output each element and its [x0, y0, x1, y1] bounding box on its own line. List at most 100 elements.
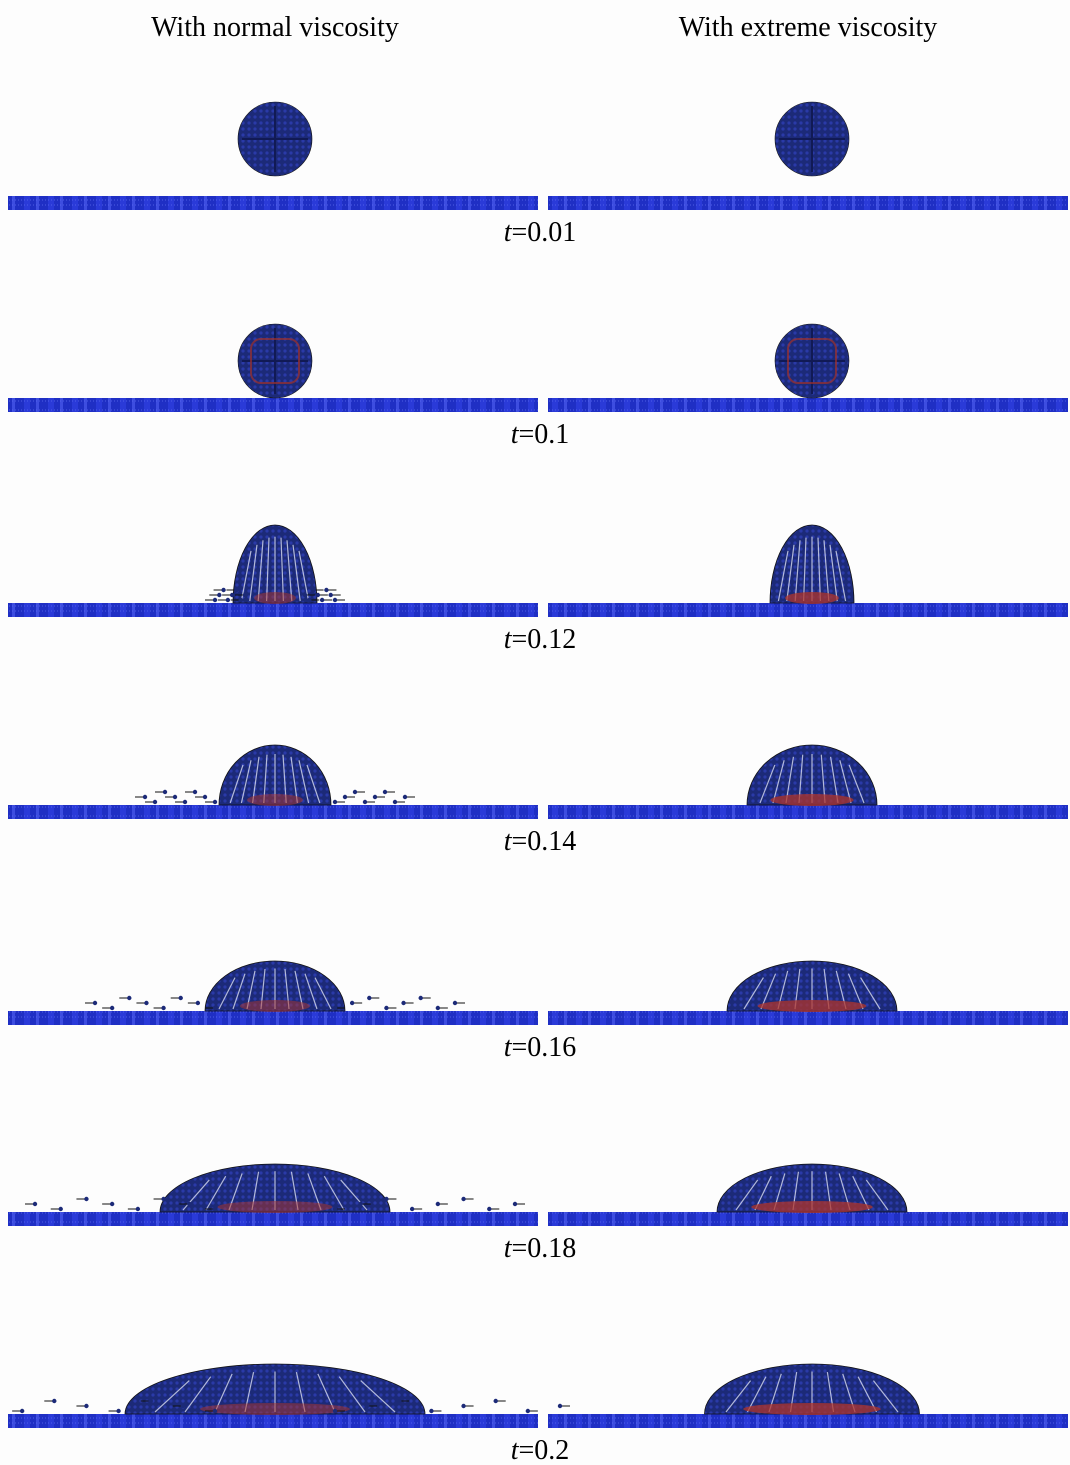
splash-particle [333, 1006, 337, 1010]
time-value: =0.01 [511, 217, 576, 248]
splash-particle [213, 1409, 217, 1413]
figure: With normal viscosity With extreme visco… [0, 0, 1070, 1465]
splash-particle [20, 1409, 24, 1413]
splash-particle [393, 800, 397, 804]
splash-particle [213, 598, 217, 602]
splash-particle [213, 1006, 217, 1010]
splash-particle [161, 1197, 165, 1201]
splash-particle [144, 1001, 148, 1005]
splash-particle [217, 593, 221, 597]
splash-particle [163, 790, 167, 794]
splash-particle [243, 593, 247, 597]
time-label: t=0.1 [511, 419, 570, 450]
splash-particle [373, 795, 377, 799]
splash-particle [363, 800, 367, 804]
time-value: =0.2 [518, 1435, 569, 1465]
ground [8, 196, 538, 210]
ground [8, 1011, 538, 1025]
splash-particle [419, 996, 423, 1000]
splash-particle [33, 1202, 37, 1206]
splash-particle [320, 598, 324, 602]
splash-particle [453, 1001, 457, 1005]
splash-particle [143, 795, 147, 799]
splash-particle [239, 598, 243, 602]
splash-particle [181, 1404, 185, 1408]
ground [8, 805, 538, 819]
stress-region [751, 1201, 873, 1213]
splash-particle [116, 1409, 120, 1413]
ground [8, 1212, 538, 1226]
time-value: =0.18 [511, 1233, 576, 1264]
splash-particle [365, 1404, 369, 1408]
time-label: t=0.2 [511, 1435, 570, 1465]
time-label: t=0.18 [504, 1233, 577, 1264]
time-value: =0.14 [511, 826, 576, 857]
splash-particle [161, 1006, 165, 1010]
splash-particle [221, 588, 225, 592]
ground [548, 1414, 1068, 1428]
splash-particle [196, 1001, 200, 1005]
splash-particle [401, 1001, 405, 1005]
splash-particle [307, 598, 311, 602]
time-value: =0.1 [518, 419, 569, 450]
splash-particle [333, 1409, 337, 1413]
stress-region [240, 1000, 310, 1012]
splash-particle [461, 1197, 465, 1201]
column-header: With extreme viscosity [679, 12, 938, 43]
splash-particle [353, 790, 357, 794]
splash-particle [487, 1207, 491, 1211]
splash-particle [384, 1006, 388, 1010]
splash-particle [93, 1001, 97, 1005]
time-value: =0.12 [511, 624, 576, 655]
splash-particle [226, 598, 230, 602]
splash-particle [329, 593, 333, 597]
ground [548, 196, 1068, 210]
splash-particle [367, 996, 371, 1000]
splash-particle [324, 588, 328, 592]
ground [8, 1414, 538, 1428]
stress-region [770, 794, 853, 806]
stress-region [218, 1201, 333, 1213]
splash-particle [461, 1404, 465, 1408]
splash-particle [494, 1399, 498, 1403]
splash-particle [84, 1404, 88, 1408]
splash-particle [558, 1404, 562, 1408]
ground [548, 1212, 1068, 1226]
splash-particle [333, 800, 337, 804]
page: With normal viscosity With extreme visco… [0, 0, 1070, 1465]
splash-particle [230, 593, 234, 597]
ground [548, 603, 1068, 617]
splash-particle [234, 588, 238, 592]
splash-particle [384, 1197, 388, 1201]
time-value: =0.16 [511, 1032, 576, 1063]
splash-particle [316, 593, 320, 597]
stress-region [200, 1403, 350, 1415]
splash-particle [436, 1202, 440, 1206]
splash-particle [110, 1202, 114, 1206]
ground [8, 398, 538, 412]
splash-particle [149, 1399, 153, 1403]
splash-particle [383, 790, 387, 794]
stress-region [758, 1000, 867, 1012]
time-label: t=0.12 [504, 624, 577, 655]
splash-particle [311, 588, 315, 592]
splash-particle [359, 1202, 363, 1206]
splash-particle [333, 1207, 337, 1211]
splash-particle [213, 800, 217, 804]
stress-region [247, 794, 303, 806]
splash-particle [136, 1207, 140, 1211]
splash-particle [410, 1207, 414, 1211]
splash-particle [333, 598, 337, 602]
ground [548, 1011, 1068, 1025]
time-label: t=0.16 [504, 1032, 577, 1063]
splash-particle [193, 790, 197, 794]
splash-particle [303, 593, 307, 597]
splash-particle [173, 795, 177, 799]
splash-particle [153, 800, 157, 804]
splash-particle [429, 1409, 433, 1413]
splash-particle [187, 1202, 191, 1206]
ground [8, 603, 538, 617]
splash-particle [213, 1207, 217, 1211]
splash-particle [84, 1197, 88, 1201]
stress-region [743, 1403, 881, 1415]
